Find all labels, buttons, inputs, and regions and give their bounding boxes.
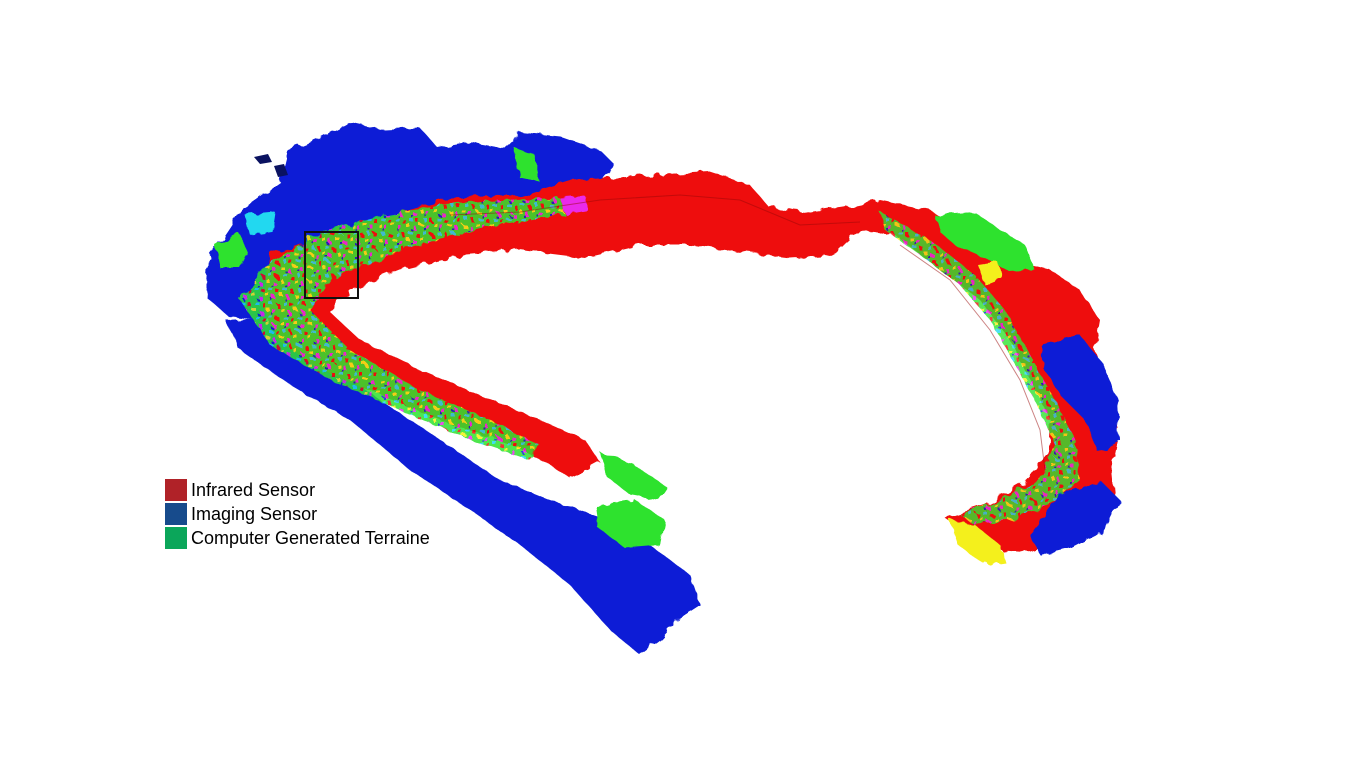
- terrain-patch-bottom: [600, 452, 668, 500]
- selection-box[interactable]: [304, 231, 359, 299]
- cyan-patch: [245, 212, 275, 235]
- dark-fragment: [254, 154, 288, 177]
- legend: Infrared Sensor Imaging Sensor Computer …: [165, 478, 430, 550]
- legend-item-imaging: Imaging Sensor: [165, 502, 430, 526]
- imaging-region-lower-arm: [226, 318, 700, 655]
- terrain-patch-bottom-2: [595, 500, 665, 548]
- legend-label-infrared: Infrared Sensor: [191, 479, 316, 500]
- infrared-contour: [449, 194, 1046, 471]
- mixed-sensor-band: [240, 198, 565, 460]
- legend-swatch-imaging: [165, 503, 187, 525]
- terrain-patch-left: [215, 232, 248, 268]
- infrared-region-arch: [262, 172, 1120, 552]
- legend-swatch-infrared: [165, 479, 187, 501]
- legend-item-terrain: Computer Generated Terraine: [165, 526, 430, 550]
- terrain-patch-top: [515, 148, 540, 182]
- terrain-patch-top-right: [935, 212, 1035, 272]
- imaging-region-right: [1040, 335, 1120, 452]
- yellow-patch-right-2: [978, 262, 1002, 285]
- yellow-patch-right: [950, 520, 1005, 565]
- mixed-sensor-band-right: [880, 212, 1080, 525]
- imaging-region-right-bottom: [1030, 480, 1120, 555]
- legend-label-terrain: Computer Generated Terraine: [191, 527, 430, 548]
- legend-swatch-terrain: [165, 527, 187, 549]
- legend-label-imaging: Imaging Sensor: [191, 503, 318, 524]
- legend-item-infrared: Infrared Sensor: [165, 478, 430, 502]
- magenta-patch: [560, 196, 588, 214]
